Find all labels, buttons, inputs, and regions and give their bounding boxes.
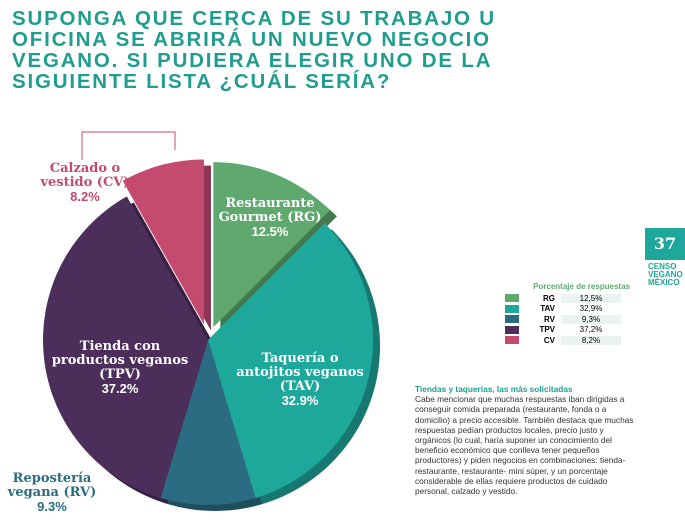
slice-value: 9.3%	[37, 499, 67, 514]
legend-swatch	[505, 325, 519, 334]
slice-value: 8.2%	[70, 189, 100, 204]
legend-value: 32,9%	[579, 304, 603, 314]
legend-swatch	[505, 315, 519, 324]
legend-swatch	[505, 336, 519, 345]
brand-line: VEGANO	[648, 270, 683, 279]
pie-slice	[213, 162, 330, 328]
chart-title: SUPONGA QUE CERCA DE SU TRABAJO U OFICIN…	[12, 7, 496, 93]
legend-title: Porcentaje de respuestas	[533, 282, 630, 291]
legend-row: TAV 32,9%	[505, 304, 635, 315]
slice-value: 37.2%	[101, 381, 139, 396]
brand-line: CENSO	[648, 262, 677, 271]
legend-code: RG	[543, 293, 555, 303]
legend-code: TAV	[540, 304, 555, 314]
slice-label: Tienda con productos veganos (TPV) 37.2%	[50, 340, 190, 396]
slice-label: Taquería o antojitos veganos (TAV) 32.9%	[230, 352, 370, 408]
slice-label: Calzado o vestido (CV) 8.2%	[30, 162, 140, 204]
legend-value: 8,2%	[561, 335, 621, 345]
slice-category: Taquería o antojitos veganos (TAV)	[236, 351, 364, 394]
slice-category: Calzado o vestido (CV)	[40, 161, 130, 190]
legend-code: RV	[544, 314, 555, 324]
legend-swatch	[505, 294, 519, 303]
legend-swatch	[505, 304, 519, 313]
page-number: 37	[645, 228, 685, 260]
slice-value: 32.9%	[281, 393, 319, 408]
legend-value: 12,5%	[561, 293, 621, 303]
slice-category: Restaurante Gourmet (RG)	[218, 196, 322, 225]
article-heading: Tiendas y taquerías, las más solicitadas	[415, 384, 573, 394]
legend-rows: RG 12,5% TAV 32,9% RV 9,3% TPV 37,2% CV 8,2%	[505, 293, 635, 346]
slice-category: Repostería vegana (RV)	[7, 471, 97, 500]
slice-label: Repostería vegana (RV) 9.3%	[2, 472, 102, 514]
legend-code: TPV	[539, 325, 555, 335]
pie-slice	[208, 223, 373, 499]
brand: CENSO VEGANO MÉXICO	[648, 263, 683, 287]
legend-row: TPV 37,2%	[505, 325, 635, 336]
legend-row: CV 8,2%	[505, 335, 635, 346]
pie-slice	[43, 196, 209, 499]
brand-line: MÉXICO	[648, 278, 680, 287]
slice-category: Tienda con productos veganos (TPV)	[51, 339, 189, 382]
callout-line	[81, 131, 176, 160]
pie-slice	[160, 340, 256, 505]
slice-label: Restaurante Gourmet (RG) 12.5%	[215, 197, 325, 239]
legend-row: RV 9,3%	[505, 314, 635, 325]
legend-table: Porcentaje de respuestas RG 12,5% TAV 32,9%…	[505, 282, 635, 346]
legend-value: 37,2%	[579, 325, 603, 335]
pie-slice	[122, 159, 204, 325]
legend-code: CV	[543, 335, 555, 345]
slice-value: 12.5%	[251, 224, 289, 239]
legend-value: 9,3%	[561, 314, 621, 324]
article-body: Cabe mencionar que muchas respuestas iba…	[415, 394, 634, 497]
legend-row: RG 12,5%	[505, 293, 635, 304]
article: Tiendas y taquerías, las más solicitadas…	[415, 384, 640, 496]
